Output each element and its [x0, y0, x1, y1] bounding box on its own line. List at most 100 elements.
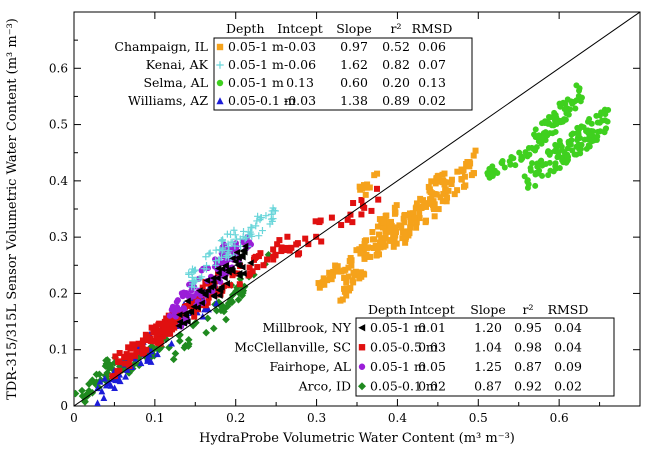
data-point — [212, 299, 220, 307]
data-point — [421, 200, 428, 207]
data-point — [444, 194, 451, 201]
legend-cell-slope: 0.87 — [474, 378, 502, 393]
data-point — [448, 180, 455, 187]
data-point — [376, 216, 383, 223]
data-point — [542, 119, 549, 126]
data-point — [184, 342, 193, 350]
data-point — [534, 163, 541, 170]
data-point — [467, 160, 474, 167]
data-point — [157, 343, 166, 351]
data-point — [387, 223, 394, 230]
data-point — [227, 230, 235, 238]
one-to-one-line — [74, 12, 640, 406]
data-point — [249, 268, 256, 275]
data-point — [436, 178, 443, 185]
data-point — [420, 203, 427, 210]
data-point — [529, 160, 536, 167]
data-point — [375, 196, 382, 203]
data-point — [258, 227, 266, 235]
data-point — [585, 136, 592, 143]
data-point — [218, 253, 226, 261]
data-point — [132, 352, 139, 359]
data-point — [225, 247, 233, 255]
data-point — [255, 253, 262, 260]
legend-cell-rmsd: 0.09 — [554, 359, 582, 374]
data-point — [167, 330, 174, 337]
legend-cell-rmsd: 0.04 — [554, 320, 582, 335]
data-point — [576, 85, 583, 92]
data-point — [546, 159, 553, 166]
data-point — [416, 215, 423, 222]
data-point — [129, 341, 136, 348]
legend-cell-slope: 1.20 — [474, 320, 502, 335]
legend-marker — [358, 324, 366, 332]
data-point — [430, 204, 437, 211]
data-point — [233, 248, 241, 256]
data-point — [175, 311, 183, 319]
y-tick-label: 0.5 — [49, 118, 68, 132]
data-point — [234, 295, 243, 304]
data-point — [338, 222, 345, 229]
data-point — [458, 176, 465, 183]
data-point — [276, 237, 283, 244]
x-tick-label: 0.2 — [226, 411, 245, 425]
legend-marker — [216, 43, 224, 51]
legend-cell-depth: 0.05-0.1 m — [370, 378, 438, 393]
legend-cell-r2: 0.82 — [382, 57, 410, 72]
data-point — [184, 297, 191, 305]
data-point — [115, 376, 123, 384]
data-point — [568, 131, 575, 138]
data-point — [439, 198, 446, 205]
data-point — [98, 387, 106, 395]
data-point — [198, 288, 205, 296]
data-point — [341, 288, 348, 295]
data-point — [156, 328, 163, 335]
data-point — [213, 288, 220, 295]
data-point — [370, 244, 377, 251]
data-point — [409, 210, 416, 217]
data-point — [185, 308, 193, 316]
series-millbrook — [175, 242, 254, 330]
legend-cell-depth: 0.05-1 m — [228, 75, 284, 90]
data-point — [560, 99, 567, 106]
data-point — [166, 327, 173, 334]
legend-cell-intercept: 0.13 — [286, 75, 314, 90]
data-point — [369, 236, 376, 243]
data-point — [161, 321, 168, 328]
data-point — [183, 302, 190, 309]
data-point — [343, 285, 350, 292]
data-point — [169, 303, 176, 310]
legend-cell-slope: 1.25 — [474, 359, 502, 374]
legend-series-name: McClellanville, SC — [234, 339, 351, 354]
data-point — [431, 213, 438, 220]
data-point — [315, 280, 322, 287]
data-point — [235, 269, 243, 277]
data-point — [85, 380, 93, 388]
data-point — [535, 138, 542, 145]
data-point — [180, 289, 187, 296]
legend-cell-r2: 0.98 — [514, 339, 542, 354]
data-point — [551, 148, 558, 155]
data-point — [401, 230, 408, 237]
legend-header: RMSD — [412, 21, 453, 36]
data-point — [270, 246, 277, 253]
legend-header: Intcept — [409, 302, 454, 317]
data-point — [448, 176, 455, 183]
data-point — [139, 337, 146, 344]
data-point — [240, 270, 247, 277]
y-tick-label: 0.3 — [49, 230, 68, 244]
data-point — [398, 224, 405, 231]
data-point — [461, 173, 468, 180]
data-point — [226, 295, 235, 304]
data-point — [254, 264, 261, 271]
data-point — [186, 302, 193, 309]
data-point — [190, 283, 198, 291]
data-point — [350, 269, 357, 276]
data-point — [147, 337, 154, 344]
data-point — [472, 147, 479, 154]
data-point — [338, 268, 345, 275]
data-point — [203, 277, 211, 284]
data-point — [206, 249, 214, 257]
data-point — [380, 219, 387, 226]
data-point — [232, 258, 239, 266]
